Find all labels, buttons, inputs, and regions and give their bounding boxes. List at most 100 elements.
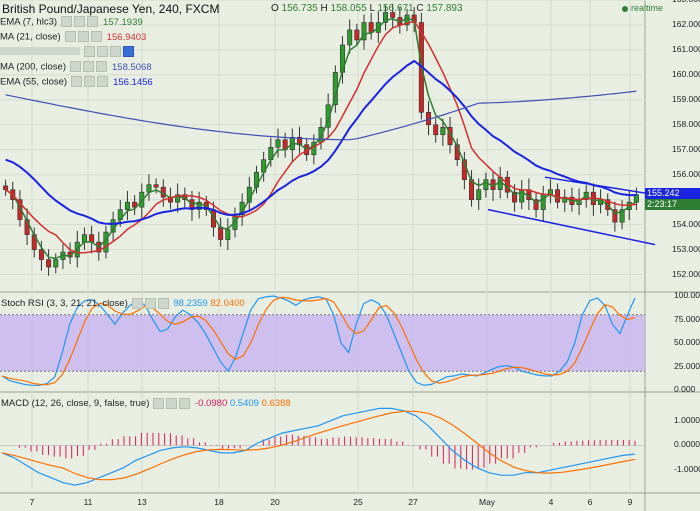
price-tick-label: 153.000 xyxy=(672,243,700,254)
candle-body xyxy=(196,201,202,210)
stoch-rsi-settings-icon[interactable] xyxy=(157,298,169,309)
legend-label: MA (21, close) xyxy=(0,31,61,43)
macd-settings-icon[interactable] xyxy=(166,398,178,409)
candle-body xyxy=(124,201,130,210)
rsi-tick-label: 0.000 xyxy=(674,384,696,394)
sub-charts xyxy=(0,295,645,486)
stoch-rsi-buttons[interactable] xyxy=(131,298,171,309)
legend-label: MA (200, close) xyxy=(0,61,66,73)
ohlc-close-label: C xyxy=(416,3,424,14)
channel-lower xyxy=(487,208,656,246)
candle-body xyxy=(476,189,482,200)
legend-settings-icon[interactable] xyxy=(74,15,86,27)
candle-body xyxy=(612,209,618,223)
legend-settings-icon[interactable] xyxy=(70,60,81,72)
legend-row-4[interactable]: EMA (55, close) 156.1456 xyxy=(0,75,153,89)
candle-body xyxy=(440,126,446,136)
stoch-rsi-settings-icon[interactable] xyxy=(131,298,143,309)
legend-buttons[interactable] xyxy=(70,60,109,74)
macd-signal-line xyxy=(1,410,636,481)
candle-body xyxy=(368,22,374,33)
legend-value: 158.5068 xyxy=(112,61,152,73)
legend-buttons[interactable] xyxy=(71,75,110,89)
rsi-tick-label: 50.000 xyxy=(674,337,700,347)
x-tick-label: 9 xyxy=(627,497,633,507)
candle-body xyxy=(433,124,439,136)
candle-body xyxy=(3,185,9,190)
legend-settings-icon[interactable] xyxy=(97,45,108,57)
legend-row-2[interactable] xyxy=(0,45,139,59)
legend-value: 156.1456 xyxy=(113,76,153,88)
legend-settings-icon[interactable] xyxy=(97,75,109,87)
legend-settings-icon[interactable] xyxy=(84,75,96,87)
ohlc-high: 158.055 xyxy=(330,3,367,14)
candle-body xyxy=(38,249,44,260)
realtime-label: realtime xyxy=(631,3,664,13)
stoch-rsi-d-value: 82.0400 xyxy=(207,298,245,310)
legend-label: EMA (7, hlc3) xyxy=(0,16,58,28)
candle-body xyxy=(633,194,639,203)
legend-row-1[interactable]: MA (21, close) 156.9403 xyxy=(0,30,146,44)
legend-row-3[interactable]: MA (200, close) 158.5068 xyxy=(0,60,152,74)
stoch-rsi-title: Stoch RSI (3, 3, 21, 21, close) 98.2359 … xyxy=(1,298,245,309)
legend-settings-icon[interactable] xyxy=(71,75,83,87)
legend-row-0[interactable]: EMA (7, hlc3) 157.1939 xyxy=(0,15,143,29)
legend-settings-icon[interactable] xyxy=(123,45,134,57)
rsi-tick-label: 75.000 xyxy=(674,313,700,324)
legend-buttons[interactable] xyxy=(84,45,136,59)
realtime-indicator[interactable]: realtime xyxy=(622,3,663,13)
rsi-overbought-oversold-band xyxy=(0,314,645,372)
legend-buttons[interactable] xyxy=(61,15,100,29)
macd-settings-icon[interactable] xyxy=(179,398,191,409)
ohlc-low-label: L xyxy=(369,3,375,14)
candle-body xyxy=(383,12,389,23)
x-tick-label: 18 xyxy=(214,497,224,507)
legend-buttons[interactable] xyxy=(64,30,104,44)
legend-settings-icon[interactable] xyxy=(110,45,121,57)
price-tick-label: 156.000 xyxy=(672,168,700,179)
x-tick-label: 7 xyxy=(29,497,35,507)
candle-body xyxy=(325,104,331,128)
candle-body xyxy=(17,199,23,220)
legend-settings-icon[interactable] xyxy=(84,45,95,57)
candle-body xyxy=(153,184,159,188)
macd-signal-value: 0.6388 xyxy=(258,398,291,410)
candle-body xyxy=(347,29,353,46)
x-tick-label: 13 xyxy=(137,497,147,507)
legend-settings-icon[interactable] xyxy=(83,60,94,72)
macd-buttons[interactable] xyxy=(153,398,192,409)
ma21-line xyxy=(5,20,637,254)
legend-settings-icon[interactable] xyxy=(77,30,89,42)
x-tick-label: 27 xyxy=(408,497,418,507)
macd-title: MACD (12, 26, close, 9, false, true) -0.… xyxy=(1,398,291,409)
macd-tick-label: -1.0000 xyxy=(674,464,700,475)
chart-title: British Pound/Japanese Yen, 240, FXCM xyxy=(2,2,220,16)
stoch-rsi-k-line xyxy=(1,295,636,386)
legend-settings-icon[interactable] xyxy=(64,30,76,42)
candle-body xyxy=(555,189,561,203)
macd-value: 0.5409 xyxy=(227,398,259,410)
macd-settings-icon[interactable] xyxy=(153,398,165,409)
ohlc-readout: O 156.735 H 158.055 L 156.671 C 157.893 xyxy=(271,3,463,14)
macd-hist-value: -0.0980 xyxy=(192,398,228,410)
candle-body xyxy=(225,229,231,240)
price-tick-label: 152.000 xyxy=(672,268,700,279)
candle-body xyxy=(619,209,625,223)
ohlc-open: 156.735 xyxy=(281,3,318,14)
rsi-band xyxy=(0,314,645,372)
legend-settings-icon[interactable] xyxy=(90,30,102,42)
legend-settings-icon[interactable] xyxy=(61,15,73,27)
macd-line xyxy=(1,407,636,486)
stoch-rsi-settings-icon[interactable] xyxy=(144,298,156,309)
realtime-dot-icon xyxy=(622,5,628,12)
legend-settings-icon[interactable] xyxy=(96,60,107,72)
rsi-tick-label: 25.000 xyxy=(674,360,700,371)
candle-body xyxy=(53,259,59,268)
price-tick-label: 154.000 xyxy=(672,218,700,229)
x-tick-label: 6 xyxy=(587,497,593,507)
candle-body xyxy=(81,234,87,243)
rsi-tick-label: 100.000 xyxy=(674,290,700,300)
legend-settings-icon[interactable] xyxy=(87,15,99,27)
